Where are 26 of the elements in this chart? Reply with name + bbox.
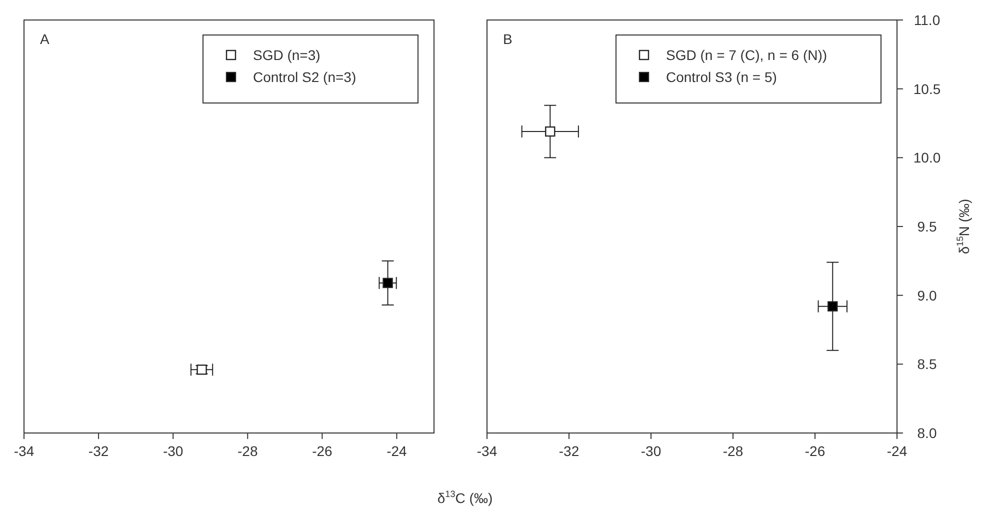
x-tick-label: -30 <box>162 443 184 459</box>
x-tick-label: -24 <box>886 443 908 459</box>
y-tick-label: 8.0 <box>917 425 937 441</box>
y-tick-label: 9.0 <box>917 287 937 304</box>
y-tick-label: 11.0 <box>914 12 940 28</box>
x-tick-label: -34 <box>14 443 34 459</box>
x-tick-label: -34 <box>476 443 498 459</box>
x-tick-label: -32 <box>558 443 580 459</box>
x-tick-label: -30 <box>640 443 662 459</box>
y-tick-label: 8.5 <box>917 356 937 372</box>
x-tick-label: -32 <box>88 443 109 459</box>
annotation: A <box>40 31 50 47</box>
annotation: B <box>503 31 512 47</box>
y-tick-label: 9.5 <box>917 218 937 234</box>
y-tick-label: 10.0 <box>913 150 941 166</box>
x-tick-label: -28 <box>238 443 258 459</box>
x-tick-label: -26 <box>312 443 333 459</box>
legend-label: SGD (n = 7 (C), n = 6 (N)) <box>666 47 828 63</box>
x-tick-label: -26 <box>804 443 826 459</box>
legend-label: Control S2 (n=3) <box>253 69 356 85</box>
y-tick-label: 10.5 <box>913 80 941 97</box>
legend-label: Control S3 (n = 5) <box>666 69 777 85</box>
x-axis-title: δ$^{13}$C (‰) <box>437 489 493 506</box>
legend-label: SGD (n=3) <box>253 47 320 63</box>
x-tick-label: -24 <box>386 443 408 459</box>
x-tick-label: -28 <box>722 443 744 459</box>
